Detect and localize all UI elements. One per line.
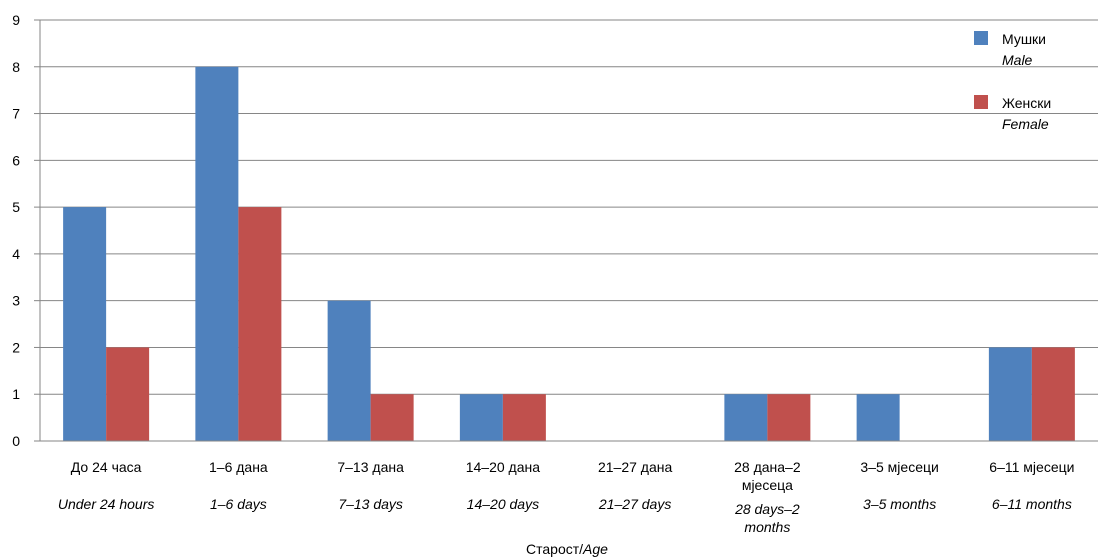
- bars: [63, 66, 1075, 442]
- x-tick-label-en: 7–13 days: [338, 496, 403, 512]
- bar-male: [724, 394, 768, 441]
- y-tick-label: 6: [12, 152, 20, 168]
- x-tick-label-sr: До 24 часа: [71, 459, 142, 475]
- legend-label-en: Male: [1002, 52, 1033, 68]
- y-axis-ticks: 0 1 2 3 4 5 6 7 8 9: [12, 12, 40, 449]
- bar-female: [1031, 347, 1075, 441]
- x-tick-label-sr: 14–20 дана: [466, 459, 541, 475]
- x-tick-label-sr: мјесеца: [742, 477, 793, 493]
- bar-male: [459, 394, 503, 441]
- x-tick-label-en: 3–5 months: [863, 496, 936, 512]
- axes: [39, 20, 1098, 442]
- bar-male: [327, 300, 371, 441]
- x-tick-label-en: months: [744, 519, 790, 535]
- y-tick-label: 8: [12, 59, 20, 75]
- y-tick-label: 0: [12, 433, 20, 449]
- x-axis-labels: До 24 часа Under 24 hours 1–6 дана 1–6 days…: [58, 459, 1075, 535]
- bar-female: [502, 394, 546, 441]
- bar-male: [856, 394, 900, 441]
- x-tick-label-sr: 21–27 дана: [598, 459, 673, 475]
- legend-label: Мушки: [1002, 31, 1046, 47]
- legend-swatch-male: [974, 31, 988, 45]
- x-tick-label-sr: 3–5 мјесеци: [860, 459, 938, 475]
- y-tick-label: 2: [12, 339, 20, 355]
- bar-male: [988, 347, 1032, 441]
- y-tick-label: 1: [12, 386, 20, 402]
- y-tick-label: 5: [12, 199, 20, 215]
- x-tick-label-en: Under 24 hours: [58, 496, 155, 512]
- bar-female: [238, 207, 282, 441]
- y-tick-label: 7: [12, 106, 20, 122]
- legend-swatch-female: [974, 95, 988, 109]
- legend-label: Женски: [1002, 95, 1051, 111]
- bar-female: [370, 394, 414, 441]
- x-tick-label-sr: 28 дана–2: [734, 459, 801, 475]
- y-tick-label: 4: [12, 246, 20, 262]
- x-axis-title: Старост/Age: [526, 541, 608, 557]
- x-tick-label-en: 6–11 months: [992, 496, 1072, 512]
- x-tick-label-en: 14–20 days: [467, 496, 539, 512]
- x-tick-label-en: 21–27 days: [598, 496, 671, 512]
- bar-male: [63, 207, 107, 441]
- x-tick-label-sr: 7–13 дана: [337, 459, 404, 475]
- bar-female: [106, 347, 150, 441]
- bar-female: [767, 394, 811, 441]
- x-tick-label-en: 28 days–2: [734, 501, 800, 517]
- x-tick-label-sr: 1–6 дана: [209, 459, 268, 475]
- y-tick-label: 9: [12, 12, 20, 28]
- legend: Мушки Male Женски Female: [974, 31, 1051, 132]
- x-axis-title-sr: Старост/: [526, 541, 583, 557]
- x-tick-label-en: 1–6 days: [210, 496, 267, 512]
- x-axis-title-en: Age: [582, 541, 608, 557]
- y-tick-label: 3: [12, 293, 20, 309]
- x-tick-label-sr: 6–11 мјесеци: [989, 459, 1074, 475]
- bar-male: [195, 66, 239, 442]
- legend-label-en: Female: [1002, 116, 1049, 132]
